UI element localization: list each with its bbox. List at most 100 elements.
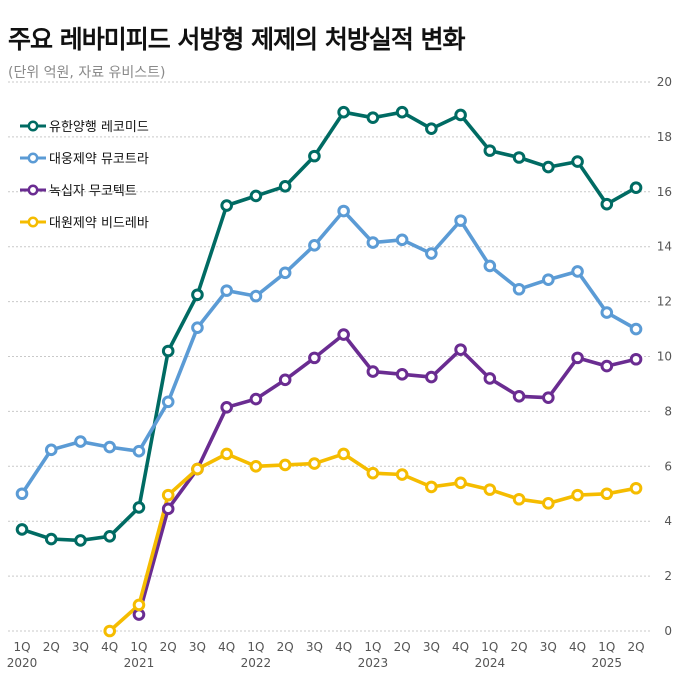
data-point — [571, 351, 584, 365]
data-point — [425, 370, 438, 384]
data-point — [395, 468, 409, 481]
data-point — [600, 197, 614, 211]
data-point — [629, 481, 643, 495]
data-point — [483, 259, 497, 273]
data-point — [600, 359, 614, 373]
data-point — [512, 151, 526, 164]
data-point — [161, 344, 175, 358]
y-tick-label: 10 — [657, 350, 672, 364]
y-tick-label: 20 — [657, 75, 672, 89]
x-tick-label: 2Q — [394, 640, 411, 654]
data-point — [425, 122, 438, 135]
data-point — [454, 214, 467, 227]
chart-title: 주요 레바미피드 서방형 제제의 처방실적 변화 — [8, 25, 466, 54]
data-point — [425, 480, 438, 494]
data-point — [483, 483, 497, 496]
x-tick-label: 3Q — [189, 640, 206, 654]
data-point — [220, 400, 233, 414]
x-tick-label: 1Q — [481, 640, 498, 654]
data-point — [571, 155, 584, 168]
y-tick-label: 8 — [664, 404, 672, 418]
data-point — [308, 351, 321, 365]
x-tick-label: 3Q — [540, 640, 557, 654]
data-point — [512, 492, 526, 506]
legend-marker — [27, 184, 39, 196]
legend-label: 녹십자 무코텍트 — [49, 184, 137, 199]
data-point — [366, 365, 380, 378]
x-tick-label: 3Q — [72, 640, 89, 654]
series-line — [137, 332, 638, 617]
data-point — [278, 458, 292, 472]
data-point — [629, 322, 643, 336]
x-tick-label: 4Q — [452, 640, 469, 654]
data-point — [366, 111, 380, 124]
data-point — [15, 487, 29, 501]
data-point — [512, 282, 526, 296]
x-tick-label: 2Q — [511, 640, 528, 654]
y-tick-label: 4 — [664, 514, 672, 528]
data-point — [161, 488, 175, 502]
data-point — [571, 488, 584, 502]
data-point — [366, 466, 380, 480]
x-year-label: 2024 — [475, 656, 506, 670]
data-point — [15, 523, 29, 536]
data-point — [132, 444, 146, 458]
data-point — [337, 105, 350, 119]
x-tick-label: 1Q — [130, 640, 147, 654]
data-point — [337, 447, 350, 461]
data-point — [278, 266, 292, 280]
y-tick-label: 2 — [664, 569, 672, 583]
data-point — [542, 497, 555, 510]
series-lines — [15, 105, 643, 638]
data-point — [600, 487, 614, 501]
data-point — [366, 236, 380, 249]
data-point — [191, 288, 204, 302]
y-tick-label: 18 — [657, 130, 672, 144]
data-point — [278, 180, 292, 193]
x-tick-label: 2Q — [277, 640, 294, 654]
data-point — [278, 373, 292, 387]
data-point — [308, 149, 321, 163]
data-point — [600, 306, 614, 319]
data-point — [191, 462, 204, 476]
data-point — [103, 624, 117, 638]
data-point — [629, 181, 643, 194]
data-point — [249, 189, 263, 203]
data-point — [132, 501, 146, 514]
x-tick-label: 4Q — [101, 640, 118, 654]
legend-marker — [27, 216, 39, 228]
x-tick-label: 3Q — [306, 640, 323, 654]
data-point — [542, 160, 555, 174]
data-point — [571, 265, 584, 278]
data-point — [454, 343, 467, 356]
x-tick-label: 1Q — [13, 640, 30, 654]
legend-label: 유한양행 레코미드 — [49, 119, 149, 135]
x-year-label: 2025 — [592, 656, 623, 670]
data-point — [220, 199, 233, 212]
data-point — [191, 321, 204, 334]
data-point — [483, 372, 497, 385]
x-tick-label: 4Q — [218, 640, 235, 654]
x-tick-label: 1Q — [598, 640, 615, 654]
data-point — [454, 476, 467, 490]
y-tick-label: 0 — [664, 624, 672, 638]
legend-label: 대웅제약 뮤코트라 — [49, 152, 149, 167]
data-point — [161, 502, 175, 516]
data-point — [542, 273, 555, 286]
data-point — [220, 284, 233, 297]
data-point — [44, 443, 58, 457]
x-tick-label: 3Q — [423, 640, 440, 654]
data-point — [220, 447, 233, 461]
data-point — [161, 395, 175, 409]
y-tick-label: 6 — [664, 459, 672, 473]
series-line — [20, 209, 638, 496]
data-point — [425, 247, 438, 260]
data-point — [308, 457, 321, 470]
x-year-label: 2022 — [241, 656, 272, 670]
legend-label: 대원제약 비드레바 — [49, 216, 149, 231]
data-point — [74, 534, 87, 547]
y-tick-label: 12 — [657, 295, 672, 309]
chart-subtitle: (단위 억원, 자료 유비스트) — [8, 65, 166, 81]
